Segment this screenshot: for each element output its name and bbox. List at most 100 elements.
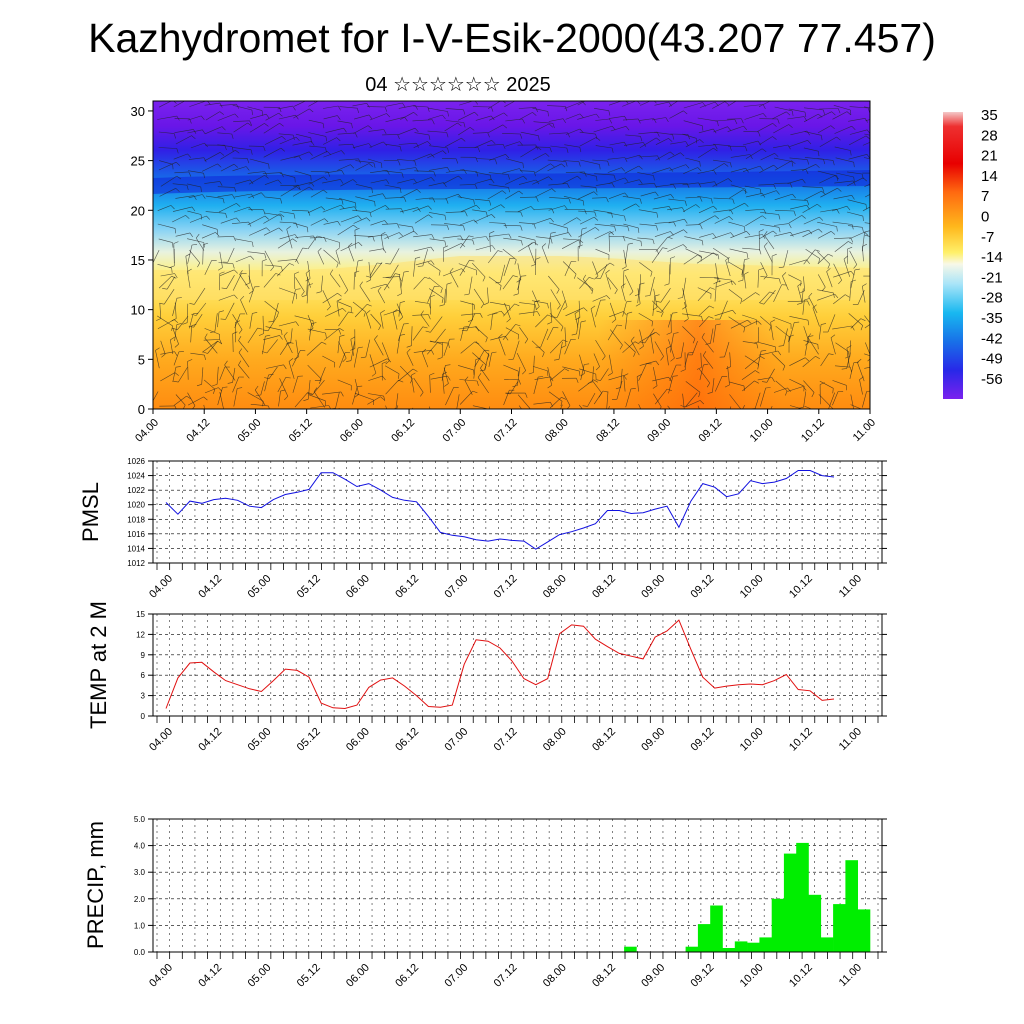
wind-barb-flag	[350, 336, 356, 340]
wind-barb	[308, 119, 324, 124]
wind-barb	[582, 278, 593, 292]
wind-barb	[413, 276, 426, 290]
wind-barb-flag	[701, 316, 703, 322]
wind-barb	[398, 302, 401, 317]
wind-barb	[561, 290, 568, 307]
wind-barb-flag	[248, 206, 253, 212]
wind-barb	[427, 262, 441, 272]
wind-barb	[654, 221, 674, 224]
wind-barb	[742, 314, 757, 320]
wind-barb	[338, 274, 349, 291]
wind-barb	[864, 183, 870, 187]
wind-barb-flag	[403, 197, 407, 203]
wind-barb	[504, 101, 516, 108]
wind-barb-flag	[860, 325, 863, 331]
wind-barb-flag	[564, 368, 570, 372]
wind-barb	[398, 368, 414, 382]
wind-barb	[293, 108, 310, 119]
wind-barb	[187, 271, 191, 288]
wind-barb-flag	[442, 114, 446, 120]
x-tick-label: 07.12	[492, 962, 520, 990]
wind-barb	[668, 264, 671, 284]
wind-barb	[697, 287, 712, 294]
wind-barb	[178, 367, 188, 383]
wind-barb	[307, 314, 314, 329]
wind-barb	[247, 171, 265, 174]
wind-barb-flag	[838, 279, 842, 285]
wind-barb-flag	[249, 120, 252, 126]
wind-barb	[565, 307, 584, 317]
wind-barb-flag	[536, 146, 542, 151]
wind-barb-flag	[640, 241, 642, 247]
wind-barb	[579, 277, 590, 289]
wind-barb	[160, 273, 175, 277]
wind-barb-flag	[250, 255, 255, 260]
wind-barb	[802, 299, 805, 315]
wind-barb-flag	[867, 107, 870, 113]
wind-barb-flag	[579, 128, 584, 133]
wind-barb	[594, 108, 609, 111]
wind-barb-flag	[699, 196, 703, 202]
wind-barb-flag	[533, 171, 536, 177]
wind-barb-flag	[830, 334, 836, 338]
wind-barb	[503, 225, 521, 227]
wind-barb	[715, 376, 723, 392]
wind-barb	[608, 115, 625, 119]
wind-barb-flag	[156, 318, 161, 321]
wind-barb	[398, 105, 416, 109]
wind-barb-flag	[248, 221, 252, 227]
wind-barb	[774, 106, 793, 112]
wind-barb	[817, 251, 831, 265]
wind-barb	[683, 167, 698, 174]
wind-barb-flag	[595, 187, 598, 193]
wind-barb	[849, 362, 854, 379]
wind-barb-flag	[866, 390, 870, 392]
wind-barb-flag	[263, 209, 266, 215]
wind-barb-flag	[422, 326, 428, 329]
wind-barb-flag	[602, 355, 606, 361]
wind-barb	[835, 342, 849, 353]
wind-barb-flag	[666, 332, 672, 335]
x-tick-label: 10.12	[787, 962, 815, 990]
wind-barb-flag	[818, 151, 820, 157]
wind-barb-flag	[217, 340, 222, 345]
wind-barb-flag	[365, 275, 371, 278]
wind-barb-flag	[288, 358, 294, 362]
wind-barb	[217, 194, 233, 198]
wind-barb	[834, 365, 851, 368]
wind-barb-flag	[636, 374, 642, 377]
wind-barb	[459, 235, 470, 249]
wind-barb-flag	[756, 343, 759, 349]
wind-barb-flag	[726, 366, 731, 370]
wind-barb	[412, 119, 433, 122]
wind-barb-flag	[882, 110, 883, 115]
wind-barb	[172, 367, 177, 383]
wind-barb	[698, 215, 716, 225]
wind-barb-flag	[625, 126, 630, 131]
wind-barb-flag	[593, 191, 598, 196]
wind-barb-flag	[438, 270, 441, 276]
wind-barb-flag	[176, 297, 182, 299]
wind-barb	[248, 264, 250, 284]
wind-barb-flag	[701, 333, 705, 338]
wind-barb-flag	[713, 128, 717, 134]
wind-barb	[637, 284, 640, 304]
wind-barb-flag	[854, 268, 860, 271]
wind-barb-flag	[185, 253, 191, 257]
wind-barb-flag	[386, 419, 390, 422]
wind-barb-flag	[446, 198, 449, 204]
wind-barb-flag	[514, 303, 520, 307]
wind-barb-flag	[607, 161, 610, 166]
wind-barb-flag	[400, 301, 405, 303]
wind-barb	[415, 260, 432, 266]
wind-barb	[803, 391, 807, 408]
wind-barb	[667, 229, 684, 238]
wind-barb	[472, 405, 487, 409]
wind-barb-flag	[880, 189, 884, 192]
wind-barb-flag	[338, 329, 342, 335]
wind-barb	[817, 221, 837, 227]
wind-barb	[445, 387, 454, 406]
wind-barb	[174, 129, 194, 133]
wind-barb-flag	[187, 359, 193, 362]
wind-barb	[205, 111, 220, 121]
